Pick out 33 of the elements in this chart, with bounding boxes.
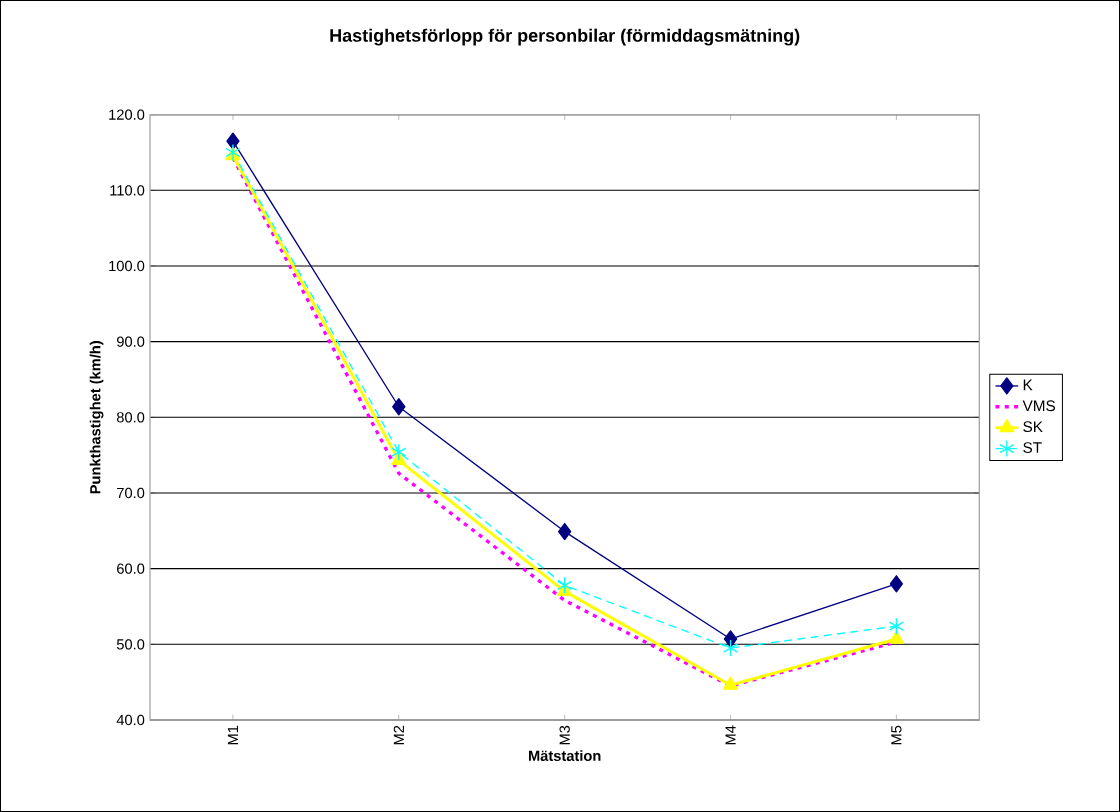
point bbox=[391, 443, 407, 461]
x-tick-label: M2 bbox=[393, 725, 404, 745]
y-tick-label: 50.0 bbox=[116, 639, 145, 650]
point bbox=[889, 575, 904, 593]
y-tick-label: 70.0 bbox=[117, 487, 145, 499]
y-axis-title: Punkthastighet (km/h) bbox=[89, 341, 104, 494]
y-tick-label: 40.0 bbox=[116, 714, 145, 726]
point bbox=[558, 522, 572, 541]
point bbox=[888, 617, 904, 635]
point bbox=[226, 132, 240, 150]
y-tick-label: 110.0 bbox=[110, 185, 145, 196]
point bbox=[722, 676, 739, 690]
legend-label: K bbox=[1023, 379, 1033, 391]
point bbox=[723, 630, 738, 648]
y-tick-label: 90.0 bbox=[117, 336, 145, 347]
point bbox=[722, 639, 739, 657]
y-tick-label: 100.0 bbox=[109, 260, 145, 272]
legend-label: SK bbox=[1023, 421, 1043, 433]
chart-title: Hastighetsförlopp för personbilar (förmiddagsmätning) bbox=[330, 28, 800, 46]
y-tick-label: 80.0 bbox=[116, 412, 145, 423]
point bbox=[557, 576, 573, 594]
point bbox=[391, 451, 407, 466]
point bbox=[392, 398, 406, 416]
x-tick-label: M1 bbox=[227, 725, 238, 745]
legend-label: VMS bbox=[1022, 400, 1056, 412]
x-axis-title: Mätstation bbox=[528, 750, 601, 761]
point bbox=[888, 630, 904, 644]
x-tick-label: M4 bbox=[725, 725, 736, 745]
y-tick-label: 60.0 bbox=[117, 563, 145, 574]
x-tick-label: M3 bbox=[559, 725, 570, 745]
x-tick-label: M5 bbox=[891, 725, 902, 745]
y-tick-label: 120.0 bbox=[109, 109, 145, 120]
legend-label: ST bbox=[1023, 442, 1042, 453]
